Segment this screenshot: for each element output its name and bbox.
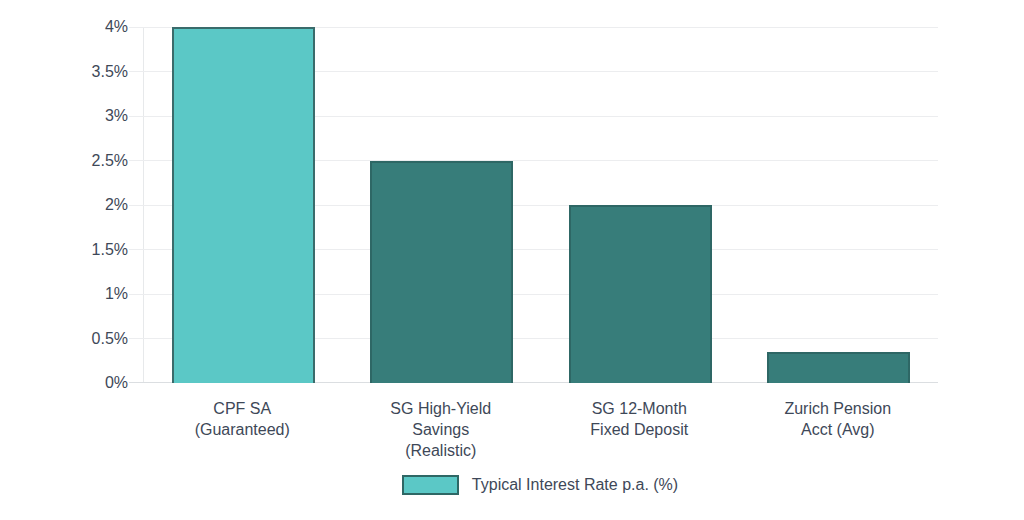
plot-area bbox=[143, 27, 938, 383]
legend[interactable]: Typical Interest Rate p.a. (%) bbox=[143, 475, 937, 495]
bar-sg-high-yield[interactable] bbox=[370, 161, 513, 384]
x-axis-label: SG High-YieldSavings(Realistic) bbox=[342, 398, 541, 461]
y-tick-label: 2.5% bbox=[92, 152, 128, 170]
legend-swatch bbox=[402, 475, 459, 495]
y-tick-label: 0.5% bbox=[92, 330, 128, 348]
y-tick-label: 4% bbox=[105, 18, 128, 36]
x-axis-label: SG 12-MonthFixed Deposit bbox=[540, 398, 739, 440]
y-tick-label: 0% bbox=[105, 374, 128, 392]
x-axis-label-line: Acct (Avg) bbox=[739, 419, 938, 440]
x-axis-label-line: Savings bbox=[342, 419, 541, 440]
x-axis-label: Zurich PensionAcct (Avg) bbox=[739, 398, 938, 440]
x-axis-label-line: (Guaranteed) bbox=[143, 419, 342, 440]
x-axis-label-line: (Realistic) bbox=[342, 440, 541, 461]
x-axis-label-line: CPF SA bbox=[143, 398, 342, 419]
y-tick-label: 3% bbox=[105, 107, 128, 125]
x-axis-label-line: SG 12-Month bbox=[540, 398, 739, 419]
bar-cpf-sa[interactable] bbox=[172, 27, 315, 383]
x-axis-label: CPF SA(Guaranteed) bbox=[143, 398, 342, 440]
legend-label: Typical Interest Rate p.a. (%) bbox=[472, 476, 678, 494]
y-tick-label: 3.5% bbox=[92, 63, 128, 81]
x-axis-label-line: Zurich Pension bbox=[739, 398, 938, 419]
x-axis-label-line: SG High-Yield bbox=[342, 398, 541, 419]
x-axis-label-line: Fixed Deposit bbox=[540, 419, 739, 440]
y-tick-label: 1.5% bbox=[92, 241, 128, 259]
bar-zurich-pension[interactable] bbox=[767, 352, 910, 383]
bar-chart: 0% 0.5% 1% 1.5% 2% 2.5% 3% 3.5% 4% CPF SA(Guaran… bbox=[0, 0, 1024, 520]
y-tick-label: 1% bbox=[105, 285, 128, 303]
bar-sg-12-month[interactable] bbox=[569, 205, 712, 383]
y-tick-label: 2% bbox=[105, 196, 128, 214]
y-axis-tick-labels: 0%0.5%1%1.5%2%2.5%3%3.5%4% bbox=[0, 27, 128, 383]
